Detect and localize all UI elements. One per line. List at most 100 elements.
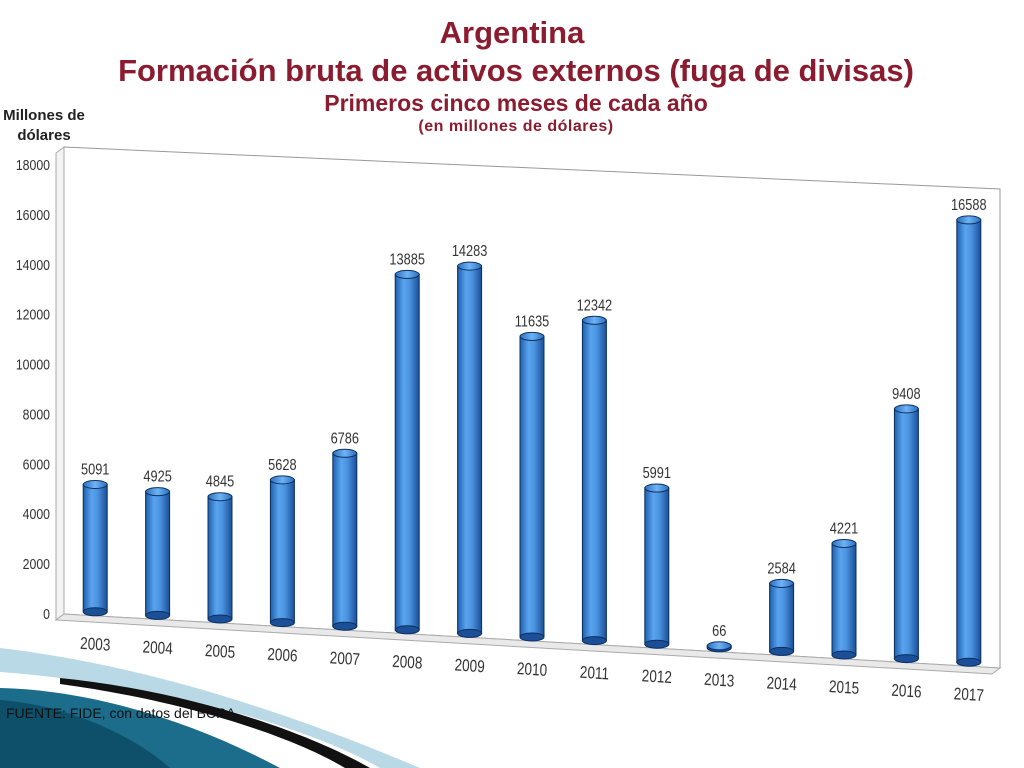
- y-tick-label: 12000: [16, 307, 51, 323]
- y-tick-label: 10000: [16, 356, 51, 372]
- x-tick-label: 2004: [142, 638, 173, 659]
- data-label: 6786: [331, 430, 359, 448]
- y-tick-label: 2000: [23, 556, 51, 572]
- bar: 13885: [389, 251, 425, 635]
- bar-body: [956, 219, 982, 663]
- data-label: 4845: [206, 473, 234, 491]
- data-label: 5628: [268, 457, 296, 475]
- bar-cap: [207, 492, 233, 502]
- data-label: 16588: [951, 197, 987, 215]
- x-tick-label: 2016: [891, 681, 922, 702]
- y-tick-label: 8000: [23, 406, 51, 422]
- wave-dark-band: [0, 700, 170, 768]
- bar: 5091: [81, 461, 109, 617]
- bar-base: [769, 646, 795, 656]
- bar: 11635: [515, 313, 550, 642]
- bar-cap: [519, 331, 545, 341]
- bar: 5991: [643, 465, 671, 649]
- bar-base: [956, 657, 982, 667]
- bar-base: [457, 628, 483, 638]
- bar-body: [207, 496, 233, 620]
- bar: 66: [706, 623, 732, 653]
- bar-base: [207, 614, 233, 624]
- y-tick-label: 14000: [16, 257, 51, 273]
- chart-subtitle-period: Primeros cinco meses de cada año: [324, 90, 708, 116]
- chart-unit-note: (en millones de dólares): [418, 118, 614, 135]
- bar-base: [831, 650, 857, 660]
- y-tick-label: 0: [43, 606, 50, 622]
- bar-base: [893, 654, 919, 664]
- bar-cap: [831, 538, 857, 548]
- bar: 6786: [331, 430, 359, 631]
- x-tick-label: 2013: [704, 670, 735, 691]
- bar-body: [831, 542, 857, 656]
- bar-base: [145, 610, 171, 620]
- bar-base: [519, 632, 545, 642]
- bar-base: [82, 607, 108, 617]
- x-tick-label: 2010: [517, 660, 548, 681]
- bar-body: [394, 273, 420, 631]
- bar-cap: [457, 261, 483, 271]
- data-label: 9408: [892, 386, 920, 404]
- bar: 5628: [268, 457, 297, 628]
- bar-cap: [145, 487, 171, 497]
- bar-base: [644, 639, 670, 649]
- title-block: Argentina Formación bruta de activos ext…: [0, 14, 1024, 137]
- x-tick-label: 2014: [766, 674, 797, 695]
- x-tick-label: 2015: [829, 678, 860, 699]
- data-label: 4221: [830, 520, 858, 538]
- bar-cap: [956, 215, 982, 225]
- x-tick-label: 2007: [329, 649, 360, 670]
- bar: 16588: [951, 197, 987, 667]
- bar-base: [332, 621, 358, 631]
- data-label: 13885: [389, 251, 425, 269]
- chart-subtitle: Formación bruta de activos externos (fug…: [118, 53, 914, 88]
- data-label: 5091: [81, 461, 109, 479]
- x-tick-label: 2017: [953, 685, 984, 706]
- bar-base: [394, 625, 420, 635]
- bar-body: [457, 265, 483, 634]
- bar: 4221: [830, 520, 858, 660]
- data-label: 2584: [767, 560, 795, 578]
- bars: 5091 4925 4845 5628 6786 13885 14283 11635 12342…: [81, 197, 987, 667]
- data-label: 5991: [643, 465, 671, 483]
- data-label: 14283: [452, 243, 488, 261]
- bar: 4925: [143, 468, 172, 620]
- bar-body: [82, 484, 108, 613]
- source-note: FUENTE: FIDE, con datos del BCRA: [6, 705, 236, 721]
- x-tick-label: 2009: [454, 656, 485, 677]
- data-label: 4925: [143, 468, 171, 486]
- bar-body: [269, 479, 295, 624]
- x-tick-label: 2006: [267, 645, 298, 666]
- bar-cap: [644, 483, 670, 493]
- y-tick-label: 18000: [16, 157, 51, 173]
- bar-base: [269, 618, 295, 628]
- bar: 2584: [767, 560, 796, 656]
- bar-cap: [332, 448, 358, 458]
- y-axis-label: Millones de dólares: [3, 107, 85, 144]
- x-tick-label: 2012: [641, 667, 672, 688]
- y-tick-label: 16000: [16, 207, 51, 223]
- y-tick-label: 4000: [23, 506, 51, 522]
- data-label: 11635: [515, 313, 550, 331]
- bar: 4845: [206, 473, 234, 624]
- bar-body: [769, 582, 795, 652]
- bar-cap: [269, 475, 295, 485]
- y-tick-label: 6000: [23, 456, 51, 472]
- bar: 9408: [892, 386, 921, 664]
- x-tick-label: 2003: [80, 634, 111, 655]
- bar-base: [581, 636, 607, 646]
- data-label: 12342: [577, 297, 613, 315]
- bar-body: [893, 408, 919, 660]
- bar-body: [581, 319, 607, 642]
- bar: 14283: [452, 243, 488, 638]
- bar-cap: [706, 641, 732, 651]
- decorative-wave: [0, 648, 420, 768]
- floor: [54, 613, 1002, 675]
- bar-cap: [581, 315, 607, 325]
- x-tick-label: 2008: [392, 652, 423, 673]
- x-tick-label: 2005: [205, 642, 236, 663]
- bar-cap: [893, 404, 919, 414]
- data-label: 66: [712, 623, 726, 641]
